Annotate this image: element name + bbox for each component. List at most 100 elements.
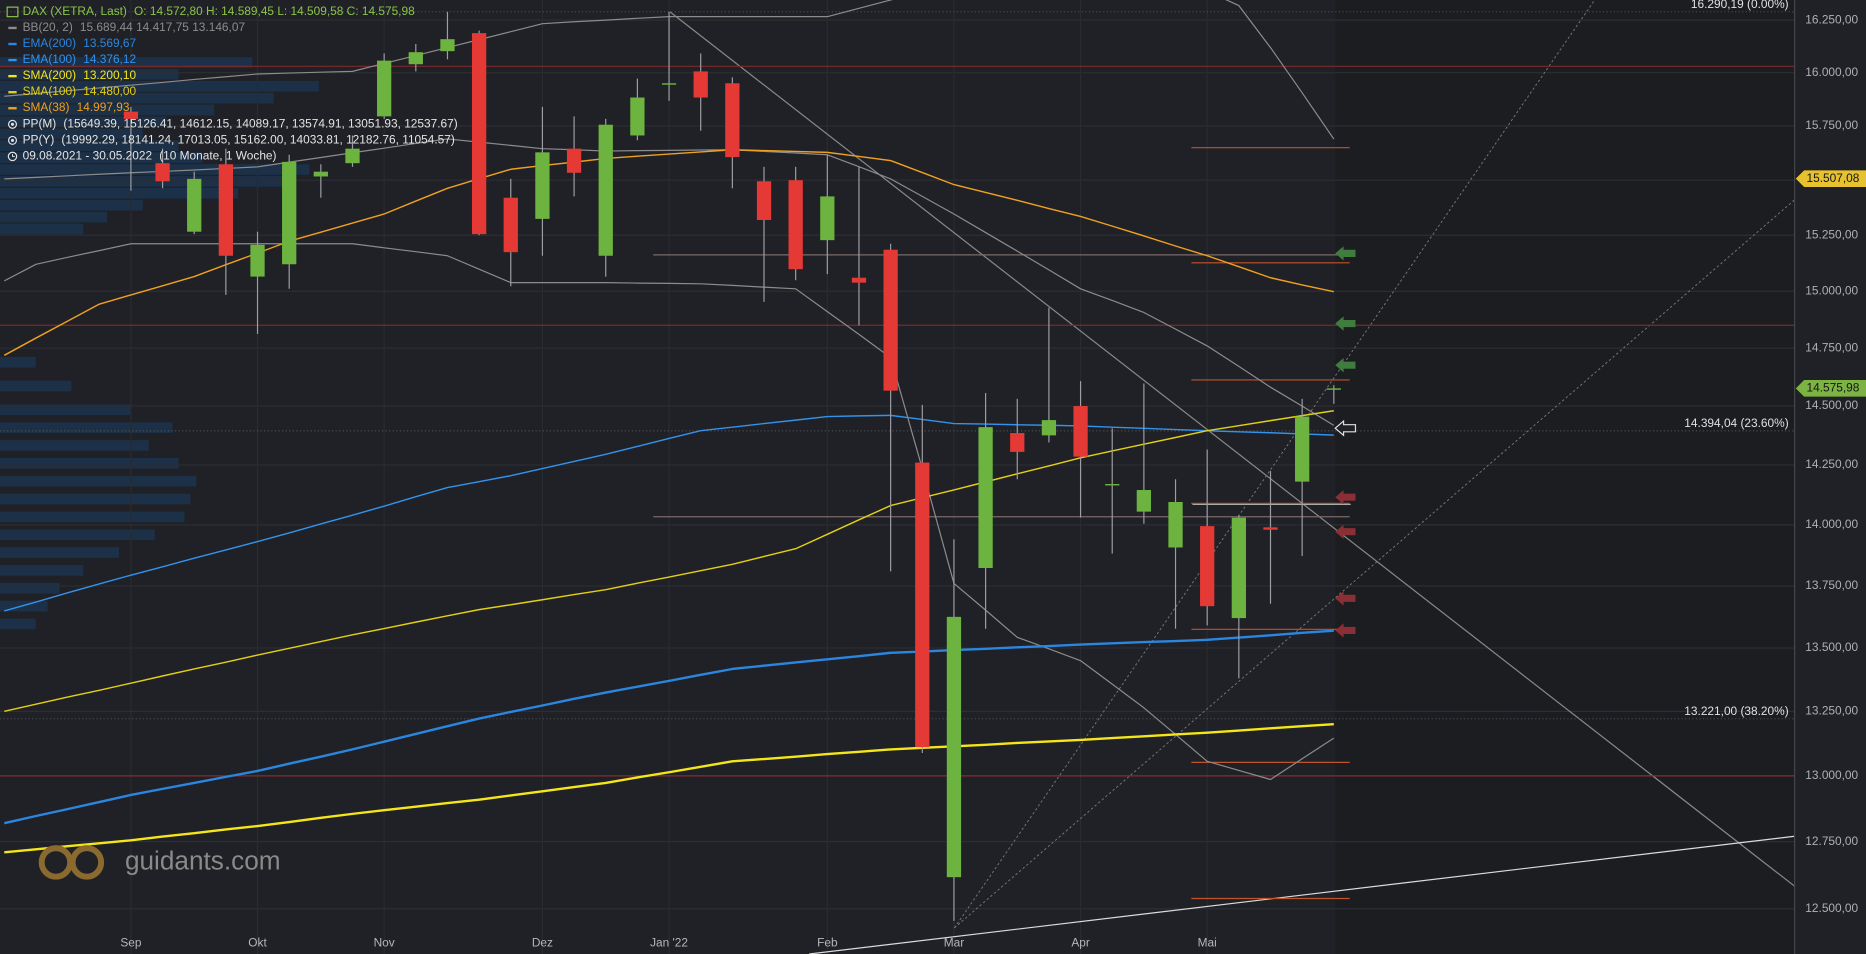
legend-icon — [10, 122, 15, 126]
candle-body — [725, 83, 740, 158]
candle-body — [598, 124, 613, 256]
legend: DAX (XETRA, Last) O: 14.572,80 H: 14.589,… — [6, 4, 458, 163]
candle-body — [566, 148, 582, 173]
y-tick-label: 13.250,00 — [1805, 704, 1858, 718]
candle-body — [820, 196, 835, 241]
x-tick-label: Dez — [532, 935, 553, 949]
fib-label: 16.290,19 (0.00%) — [1691, 0, 1789, 11]
y-tick-label: 13.750,00 — [1805, 578, 1858, 592]
price-tag — [1795, 380, 1866, 397]
legend-entry: DAX (XETRA, Last) O: 14.572,80 H: 14.589,… — [23, 4, 415, 18]
indicator-line — [4, 722, 1334, 854]
indicator-line — [4, 629, 1334, 825]
candle-body — [915, 462, 930, 748]
legend-value: 15.689,44 14.417,75 13.146,07 — [80, 20, 245, 34]
candle-body — [1105, 484, 1120, 486]
y-tick-label: 13.500,00 — [1805, 640, 1858, 654]
legend-value: 14.376,12 — [83, 52, 136, 66]
legend-name: PP(M) — [23, 116, 57, 130]
y-tick-label: 14.250,00 — [1805, 457, 1858, 471]
legend-name: SMA(100) — [23, 84, 77, 98]
candle-body — [883, 249, 898, 391]
candle-body — [1168, 502, 1183, 548]
candle-body — [187, 178, 202, 232]
y-tick-label: 14.750,00 — [1805, 340, 1858, 354]
candle-body — [503, 197, 518, 253]
candle-body — [756, 181, 772, 220]
x-tick-label: Sep — [120, 935, 142, 949]
x-tick-label: Mar — [944, 935, 965, 949]
x-tick-label: Feb — [817, 935, 838, 949]
candle-body — [250, 244, 265, 277]
fib-label: 13.221,00 (38.20%) — [1684, 704, 1788, 718]
y-tick-label: 15.250,00 — [1805, 227, 1858, 241]
legend-icon — [6, 6, 19, 18]
candle-body — [693, 71, 708, 98]
indicator-line — [4, 414, 1334, 612]
candle-body — [313, 171, 328, 177]
candles — [123, 11, 1341, 921]
legend-name: EMA(200) — [23, 36, 77, 50]
y-tick-label: 15.000,00 — [1805, 283, 1858, 297]
candle-body — [1010, 433, 1025, 452]
candle-body — [1073, 406, 1088, 457]
candle-body — [1295, 416, 1310, 482]
price-tag-label: 14.575,98 — [1806, 381, 1859, 395]
levels — [0, 11, 1795, 900]
legend-entry: BB(20, 2) 15.689,44 14.417,75 13.146,07 — [23, 20, 245, 34]
legend-value: 14.997,93 — [77, 100, 130, 114]
legend-name: EMA(100) — [23, 52, 77, 66]
legend-entry: SMA(100) 14.480,00 — [23, 84, 137, 98]
watermark: guidants.com — [125, 845, 281, 875]
candle-body — [630, 97, 645, 136]
y-tick-label: 14.000,00 — [1805, 517, 1858, 531]
price-tag — [1795, 170, 1866, 187]
legend-name: 09.08.2021 - 30.05.2022 — [23, 149, 152, 163]
legend-entry: EMA(100) 14.376,12 — [23, 52, 136, 66]
candle-body — [282, 161, 297, 265]
candle-body — [661, 83, 677, 85]
candle-body — [535, 152, 550, 219]
future-area — [1335, 0, 1795, 954]
x-tick-label: Okt — [248, 935, 267, 949]
legend-value: (10 Monate, 1 Woche) — [159, 149, 276, 163]
candle-body — [788, 180, 803, 270]
legend-icon — [7, 119, 18, 129]
grid — [0, 19, 1795, 910]
y-tick-label: 16.250,00 — [1805, 12, 1858, 26]
candle-body — [155, 163, 170, 182]
legend-value: 14.480,00 — [83, 84, 136, 98]
candle-body — [978, 427, 993, 568]
legend-icon — [7, 151, 18, 162]
y-tick-label: 12.500,00 — [1805, 901, 1858, 915]
legend-entry: 09.08.2021 - 30.05.2022 (10 Monate, 1 Woc… — [23, 149, 277, 163]
legend-icon — [7, 135, 18, 145]
price-tag-label: 15.507,08 — [1806, 171, 1859, 185]
legend-icon — [12, 154, 15, 157]
legend-entry: PP(M) (15649.39, 15126.41, 14612.15, 1408… — [23, 116, 458, 130]
x-tick-label: Mai — [1198, 935, 1217, 949]
watermark-logo — [38, 845, 105, 880]
legend-entry: SMA(200) 13.200,10 — [23, 68, 137, 82]
candle-body — [946, 616, 962, 878]
x-tick-label: Apr — [1071, 935, 1090, 949]
legend-value: 13.569,67 — [83, 36, 136, 50]
y-tick-label: 16.000,00 — [1805, 65, 1858, 79]
candle-body — [377, 60, 392, 117]
fib-label: 14.394,04 (23.60%) — [1684, 416, 1788, 430]
legend-name: DAX (XETRA, Last) — [23, 4, 127, 18]
y-tick-label: 13.000,00 — [1805, 768, 1858, 782]
candle-body — [408, 52, 423, 65]
candle-body — [471, 33, 487, 235]
legend-value: (19992.29, 18141.24, 17013.05, 15162.00,… — [61, 133, 454, 147]
candle-body — [440, 39, 455, 52]
candle-body — [1041, 420, 1057, 436]
legend-value: 13.200,10 — [83, 68, 136, 82]
candle-body — [123, 111, 139, 119]
candle-body — [345, 148, 360, 164]
legend-icon — [10, 138, 15, 142]
x-tick-label: Jan '22 — [650, 935, 688, 949]
legend-entry: EMA(200) 13.569,67 — [23, 36, 136, 50]
legend-value: (15649.39, 15126.41, 14612.15, 14089.17,… — [63, 116, 457, 130]
